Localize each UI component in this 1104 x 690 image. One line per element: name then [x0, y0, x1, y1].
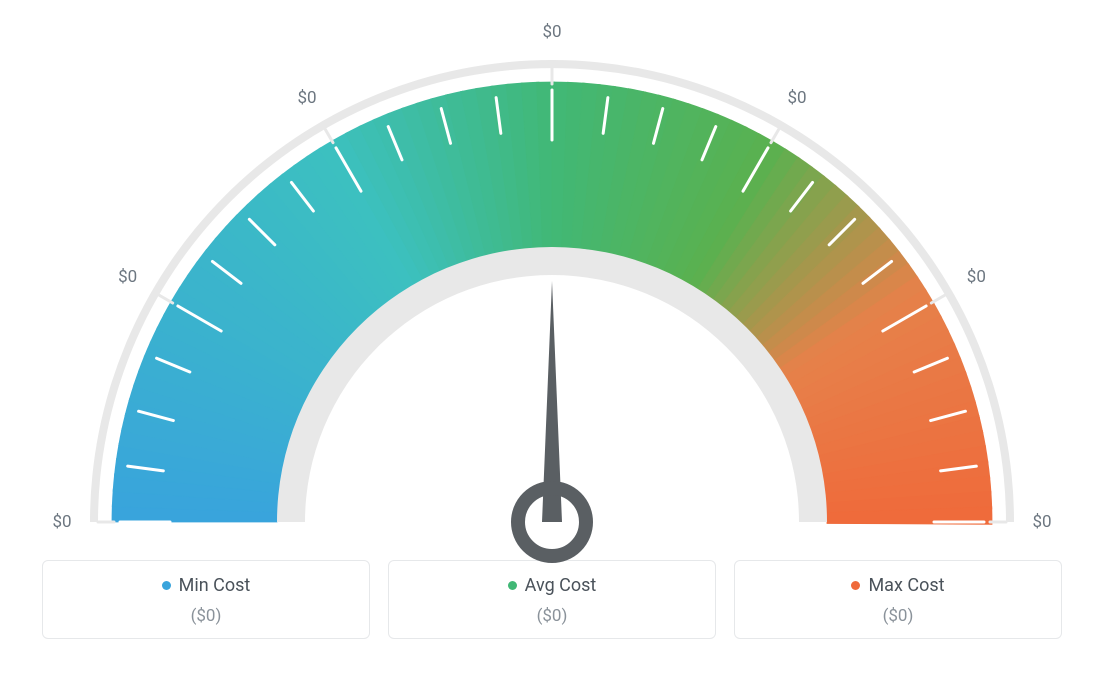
legend-card-avg: Avg Cost ($0)	[388, 560, 716, 639]
legend-label-avg: Avg Cost	[508, 575, 597, 596]
dot-icon	[851, 581, 860, 590]
legend-label-text: Avg Cost	[525, 575, 597, 596]
dot-icon	[162, 581, 171, 590]
legend-value-max: ($0)	[745, 606, 1051, 626]
legend-label-text: Max Cost	[868, 575, 944, 596]
legend-label-max: Max Cost	[851, 575, 944, 596]
legend-label-min: Min Cost	[162, 575, 251, 596]
legend-value-avg: ($0)	[399, 606, 705, 626]
dot-icon	[508, 581, 517, 590]
gauge-svg	[0, 10, 1104, 570]
legend-row: Min Cost ($0) Avg Cost ($0) Max Cost ($0…	[30, 560, 1074, 639]
legend-card-min: Min Cost ($0)	[42, 560, 370, 639]
gauge-chart: $0$0$0$0$0$0$0	[0, 0, 1104, 560]
legend-label-text: Min Cost	[179, 575, 251, 596]
legend-card-max: Max Cost ($0)	[734, 560, 1062, 639]
legend-value-min: ($0)	[53, 606, 359, 626]
